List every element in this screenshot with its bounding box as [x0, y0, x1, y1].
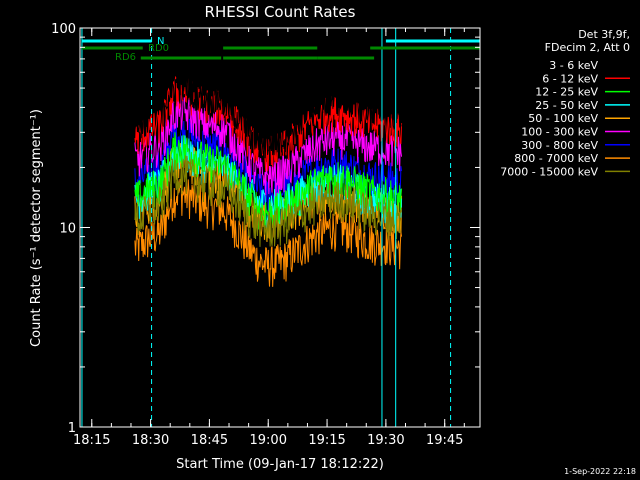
legend-label-2: 12 - 25 keV: [535, 86, 598, 99]
x-tick-label-2: 18:45: [191, 433, 228, 448]
y-axis-label: Count Rate (s⁻¹ detector segment⁻¹): [29, 109, 44, 347]
legend-label-0: 3 - 6 keV: [549, 59, 598, 72]
x-tick-label-4: 19:15: [308, 433, 345, 448]
chart-title: RHESSI Count Rates: [205, 3, 356, 21]
legend-label-7: 800 - 7000 keV: [514, 152, 598, 165]
legend-label-6: 300 - 800 keV: [521, 139, 598, 152]
flag-label-RD6: RD6: [115, 52, 136, 63]
series-line-2: [134, 132, 403, 231]
y-tick-label-0: 1: [68, 421, 76, 436]
series-line-8: [134, 155, 403, 247]
legend-label-4: 50 - 100 keV: [528, 112, 598, 125]
x-tick-label-1: 18:30: [132, 433, 169, 448]
flag-label-N: N: [157, 36, 164, 47]
x-tick-label-6: 19:45: [426, 433, 463, 448]
y-axis: 1 10 100: [51, 22, 480, 436]
series-line-7: [134, 176, 403, 287]
legend-label-8: 7000 - 15000 keV: [500, 165, 598, 178]
x-axis: 18:15 18:30 18:45 19:00 19:15 19:30 19:45: [73, 28, 465, 448]
legend-label-5: 100 - 300 keV: [521, 126, 598, 139]
legend-label-3: 25 - 50 keV: [535, 99, 598, 112]
series-layer: [134, 70, 403, 287]
legend-header-0: Det 3f,9f,: [578, 28, 630, 41]
series-line-5: [134, 95, 403, 197]
y-tick-label-2: 100: [51, 22, 76, 37]
flag-label-RD0: RD0: [148, 43, 169, 54]
x-tick-label-3: 19:00: [250, 433, 287, 448]
x-tick-label-5: 19:30: [367, 433, 404, 448]
series-line-0: [134, 70, 402, 159]
series-line-1: [134, 75, 403, 172]
legend-header-1: FDecim 2, Att 0: [545, 41, 630, 54]
legend-label-1: 6 - 12 keV: [542, 72, 598, 85]
x-axis-label: Start Time (09-Jan-17 18:12:22): [176, 457, 384, 472]
x-tick-label-0: 18:15: [73, 433, 110, 448]
y-tick-label-1: 10: [59, 222, 76, 237]
timestamp: 1-Sep-2022 22:18: [564, 467, 636, 476]
